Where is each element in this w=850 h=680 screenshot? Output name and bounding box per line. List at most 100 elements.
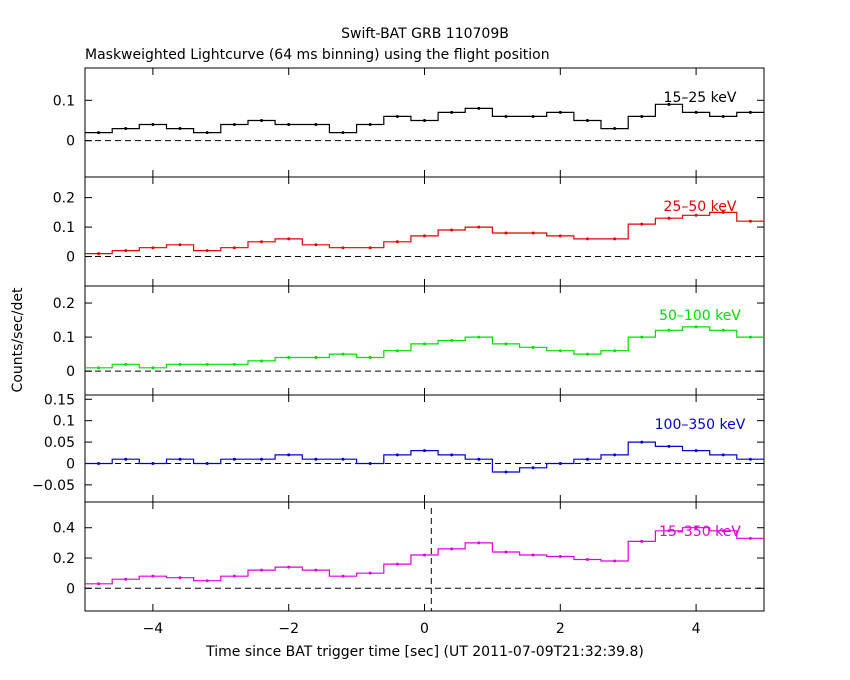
y-tick-label: 0.05 [44,435,75,451]
data-point [232,362,236,366]
data-point [260,457,264,461]
data-point [667,328,671,332]
panels-group: 0 0.1 15–25 keV 0 0.1 0.2 25–50 keV 0 0.1 0.2 50–1… [32,67,765,637]
data-point [558,461,562,465]
data-point [721,114,725,118]
data-point [423,449,426,453]
x-tick-label: −2 [278,621,299,637]
x-tick-label: 2 [556,621,565,637]
data-point [748,536,752,540]
data-point [558,555,562,558]
data-point [721,529,725,533]
x-tick-label: −4 [143,621,164,637]
data-point [640,335,644,339]
panel-4: −4 −2 0 2 4 0 0.2 0.4 15–350 keV [53,501,765,637]
data-point [260,568,264,572]
data-point [395,453,399,457]
data-point [260,240,264,244]
panel-1: 0 0.1 0.2 25–50 keV [53,176,765,287]
data-point [667,216,671,220]
data-point [97,366,101,370]
data-point [477,106,481,110]
data-point [97,252,101,256]
panel-frame [84,176,765,287]
data-point [721,210,725,214]
data-point [260,359,264,363]
y-tick-label: 0.1 [53,414,75,430]
data-point [477,541,481,545]
band-label: 50–100 keV [659,308,741,324]
data-point [341,131,345,135]
data-point [667,529,671,533]
data-point [341,352,345,356]
panel-frame [84,394,765,503]
data-point [97,131,101,135]
data-point [613,237,617,241]
data-point [504,550,508,554]
data-point [531,231,535,235]
data-point [477,457,481,461]
data-point [368,461,372,465]
data-point [232,123,236,127]
data-point [423,118,426,122]
data-point [748,457,752,461]
data-point [640,222,644,226]
data-point [585,352,589,356]
data-point [504,114,508,118]
data-point [450,110,454,114]
data-point [667,444,671,448]
data-point [287,453,291,457]
data-point [395,349,399,353]
data-point [395,240,399,244]
y-axis-label: Counts/sec/det [10,287,26,392]
data-point [178,576,182,580]
figure-title: Swift-BAT GRB 110709B [341,26,509,42]
panel-3: −0.05 0 0.05 0.1 0.15 100–350 keV [32,392,765,503]
data-point [151,246,155,250]
data-point [178,127,182,131]
data-point [585,237,589,241]
y-tick-label: 0.4 [53,521,75,537]
data-point [287,237,291,241]
band-label: 100–350 keV [655,417,746,433]
data-point [97,461,101,465]
y-tick-label: 0 [66,134,75,150]
lightcurve-line [85,441,764,473]
data-point [748,219,752,223]
data-point [613,127,617,131]
y-tick-label: 0.15 [44,392,75,408]
data-point [585,118,589,122]
data-point [205,579,209,583]
x-axis-label: Time since BAT trigger time [sec] (UT 20… [205,644,644,660]
data-point [341,246,345,250]
data-point [368,123,372,127]
y-tick-label: 0.1 [53,220,75,236]
data-point [232,457,236,461]
data-point [450,453,454,457]
data-point [314,243,318,247]
band-label: 15–25 keV [664,90,737,106]
panel-2: 0 0.1 0.2 50–100 keV [53,285,765,396]
data-point [178,243,182,247]
data-point [477,335,481,339]
data-point [287,123,291,127]
data-point [314,568,318,572]
data-point [748,110,752,114]
data-point [613,453,617,457]
data-point [694,110,698,114]
data-point [368,356,372,360]
panel-frame [84,285,765,396]
data-point [423,234,426,238]
data-point [287,565,291,569]
data-point [178,457,182,461]
data-point [694,213,698,217]
data-point [531,466,535,470]
data-point [694,325,698,329]
data-point [368,246,372,250]
data-point [640,440,644,444]
data-point [97,582,101,586]
data-point [205,362,209,366]
data-point [504,231,508,235]
data-point [395,114,399,118]
panel-frame [84,501,765,612]
